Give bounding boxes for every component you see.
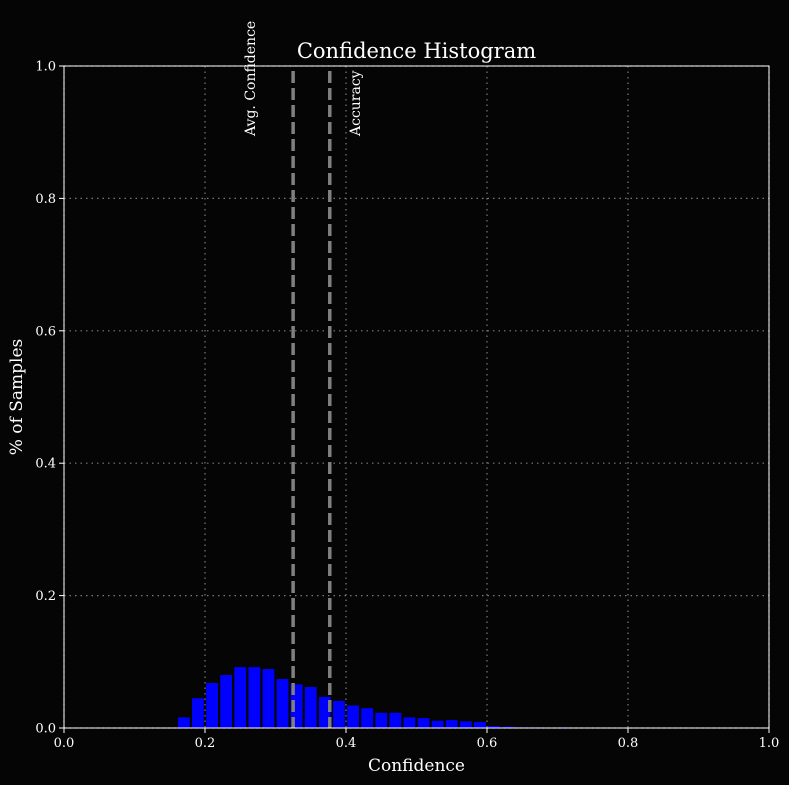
- y-tick-label: 0.0: [35, 722, 56, 737]
- x-tick-label: 0.4: [336, 736, 357, 751]
- reference-lines: [291, 71, 332, 728]
- histogram-bar: [502, 726, 515, 728]
- axis-ticks: 0.0 0.2 0.4 0.6 0.8 1.0 0.0 0.2 0.4 0.6 0.8 1.0: [35, 60, 779, 752]
- histogram-bar: [262, 669, 275, 728]
- histogram-bar: [220, 675, 233, 728]
- y-tick-label: 0.2: [35, 589, 56, 604]
- histogram-bar: [417, 718, 430, 728]
- histogram-bars: [177, 667, 585, 728]
- histogram-bar: [333, 700, 345, 728]
- histogram-bar: [234, 667, 247, 728]
- histogram-bar: [304, 686, 317, 728]
- x-tick-label: 0.2: [195, 736, 216, 751]
- plot-frame: [63, 65, 770, 729]
- y-tick-label: 0.8: [35, 192, 56, 207]
- histogram-bar: [192, 698, 204, 728]
- x-tick-label: 1.0: [759, 736, 780, 751]
- accuracy-annotation: Accuracy: [348, 70, 364, 137]
- x-tick-label: 0.6: [477, 736, 498, 751]
- histogram-bar: [459, 721, 472, 728]
- histogram-bar: [276, 679, 289, 728]
- y-tick-label: 0.6: [35, 324, 56, 339]
- histogram-bar: [488, 726, 500, 728]
- chart-title: Confidence Histogram: [297, 39, 536, 63]
- histogram-bar: [248, 667, 261, 728]
- histogram-bar: [375, 712, 388, 728]
- histogram-bar: [361, 708, 374, 728]
- x-tick-label: 0.8: [618, 736, 639, 751]
- y-tick-label: 1.0: [35, 60, 56, 75]
- histogram-bar: [206, 682, 218, 728]
- histogram-bar: [290, 684, 303, 728]
- y-tick-label: 0.4: [35, 457, 56, 472]
- histogram-bar: [403, 717, 416, 728]
- y-axis-label: % of Samples: [7, 339, 27, 456]
- histogram-bar: [177, 717, 190, 728]
- histogram-bar: [347, 705, 359, 728]
- avg-confidence-annotation: Avg. Confidence: [243, 21, 259, 137]
- histogram-bar: [431, 720, 444, 728]
- histogram-bar: [318, 696, 331, 728]
- histogram-bar: [474, 722, 486, 728]
- x-tick-label: 0.0: [54, 736, 75, 751]
- histogram-bar: [389, 712, 402, 728]
- histogram-bar: [445, 720, 458, 728]
- x-axis-label: Confidence: [368, 756, 465, 776]
